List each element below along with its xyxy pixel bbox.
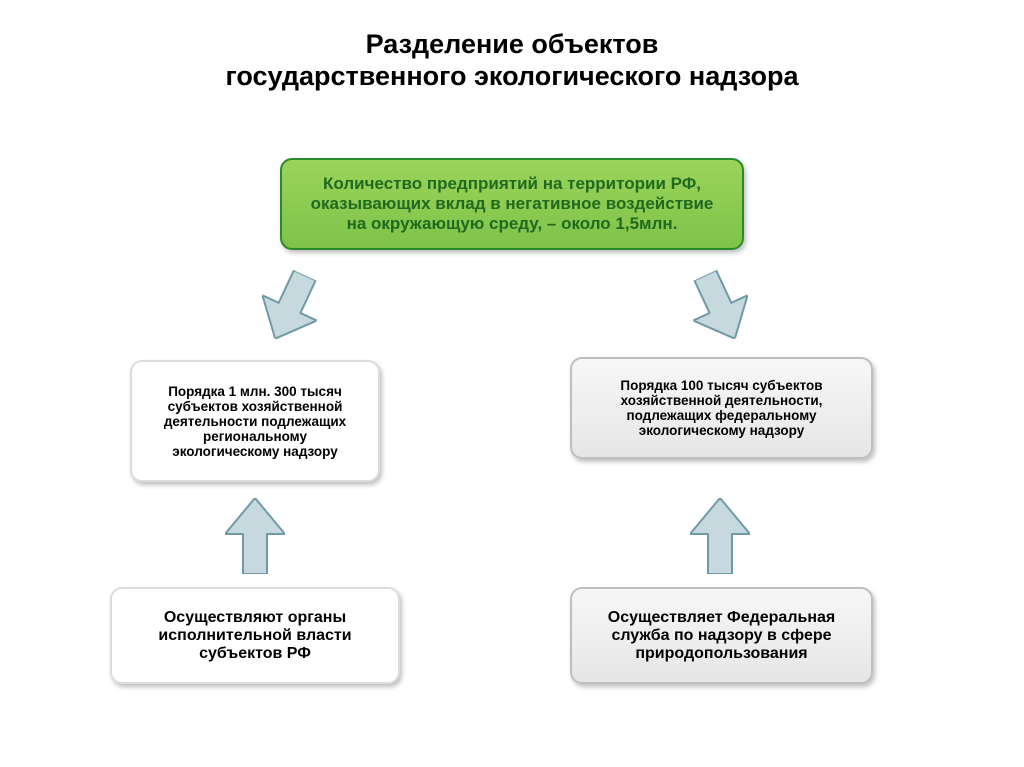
- node-bot-left: Осуществляют органы исполнительной власт…: [110, 587, 400, 684]
- arrow-up-right-icon: [690, 498, 750, 574]
- arrow-down-right-icon: [678, 263, 762, 352]
- node-bot-right-text: Осуществляет Федеральная служба по надзо…: [590, 609, 853, 663]
- title-line-2: государственного экологического надзора: [0, 60, 1024, 92]
- node-bot-right: Осуществляет Федеральная служба по надзо…: [570, 587, 873, 684]
- page-title: Разделение объектов государственного эко…: [0, 0, 1024, 93]
- node-mid-right-text: Порядка 100 тысяч субъектов хозяйственно…: [590, 378, 853, 438]
- node-bot-left-text: Осуществляют органы исполнительной власт…: [130, 609, 380, 663]
- node-mid-right: Порядка 100 тысяч субъектов хозяйственно…: [570, 357, 873, 459]
- title-line-1: Разделение объектов: [0, 28, 1024, 60]
- arrow-up-left-icon: [225, 498, 285, 574]
- node-top-text: Количество предприятий на территории РФ,…: [300, 174, 724, 234]
- node-top: Количество предприятий на территории РФ,…: [280, 158, 744, 250]
- node-mid-left-text: Порядка 1 млн. 300 тысяч субъектов хозяй…: [150, 384, 360, 459]
- arrow-down-left-icon: [248, 263, 332, 352]
- node-mid-left: Порядка 1 млн. 300 тысяч субъектов хозяй…: [130, 360, 380, 482]
